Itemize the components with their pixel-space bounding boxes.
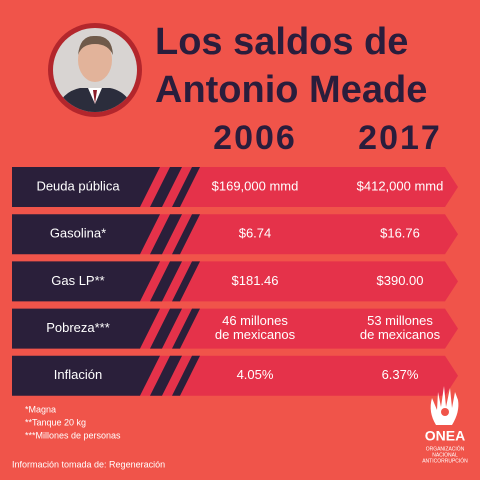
row-label: Gasolina* — [50, 226, 106, 241]
row-stripe — [150, 308, 182, 349]
row-label-band — [12, 308, 160, 349]
row-label: Gas LP** — [51, 273, 104, 288]
logo-subtitle: NACIONAL — [432, 452, 458, 458]
column-header: 2006 — [213, 119, 297, 157]
cell-value: $412,000 mmd — [357, 178, 444, 193]
row-stripe — [172, 214, 200, 255]
source: Información tomada de: Regeneración — [12, 459, 165, 469]
footnote: ***Millones de personas — [25, 430, 121, 440]
row-stripe — [150, 261, 182, 302]
cell-value: $181.46 — [232, 273, 279, 288]
column-header: 2017 — [358, 119, 442, 157]
row-label: Pobreza*** — [46, 320, 110, 335]
row-stripe — [172, 355, 200, 396]
row-label-band — [12, 167, 160, 207]
cell-value: 53 millones — [367, 313, 433, 328]
row-label-band — [12, 214, 160, 255]
row-stripe — [150, 167, 182, 207]
cell-value: de mexicanos — [215, 327, 296, 342]
logo: ONEA ORGANIZACIÓN NACIONAL ANTICORRUPCIÓ… — [422, 386, 468, 464]
row-band — [130, 308, 458, 349]
footnotes: *Magna **Tanque 20 kg ***Millones de perso… — [25, 404, 121, 440]
table: Deuda pública $169,000 mmd $412,000 mmd Gas… — [12, 167, 458, 396]
row-stripe — [150, 214, 182, 255]
row-stripe — [172, 261, 200, 302]
portrait — [48, 23, 142, 117]
cell-value: 46 millones — [222, 313, 288, 328]
cell-value: $169,000 mmd — [212, 178, 299, 193]
cell-value: 4.05% — [237, 367, 274, 382]
table-row: Gas LP** $181.46 $390.00 — [12, 261, 458, 302]
title-line: Antonio Meade — [155, 69, 427, 111]
table-row: Gasolina* $6.74 $16.76 — [12, 214, 458, 255]
row-band — [130, 214, 458, 255]
row-label-band — [12, 355, 160, 396]
row-label: Deuda pública — [36, 178, 120, 193]
table-row: Inflación 4.05% 6.37% — [12, 355, 458, 396]
row-band — [130, 355, 458, 396]
footnote: *Magna — [25, 404, 56, 414]
row-label-band — [12, 261, 160, 302]
logo-subtitle: ANTICORRUPCIÓN — [422, 457, 468, 464]
cell-value: 6.37% — [382, 367, 419, 382]
logo-subtitle: ORGANIZACIÓN — [426, 445, 465, 452]
title-line: Los saldos de — [155, 21, 408, 63]
logo-name: ONEA — [425, 428, 465, 444]
footnote: **Tanque 20 kg — [25, 417, 86, 427]
cell-value: $16.76 — [380, 226, 420, 241]
row-stripe — [172, 308, 200, 349]
cell-value: $390.00 — [377, 273, 424, 288]
cell-value: $6.74 — [239, 226, 272, 241]
cell-value: de mexicanos — [360, 327, 441, 342]
row-stripe — [172, 167, 200, 207]
row-label: Inflación — [54, 367, 102, 382]
table-row: Deuda pública $169,000 mmd $412,000 mmd — [12, 167, 458, 207]
row-stripe — [150, 355, 182, 396]
row-band — [130, 167, 458, 207]
row-band — [130, 261, 458, 302]
